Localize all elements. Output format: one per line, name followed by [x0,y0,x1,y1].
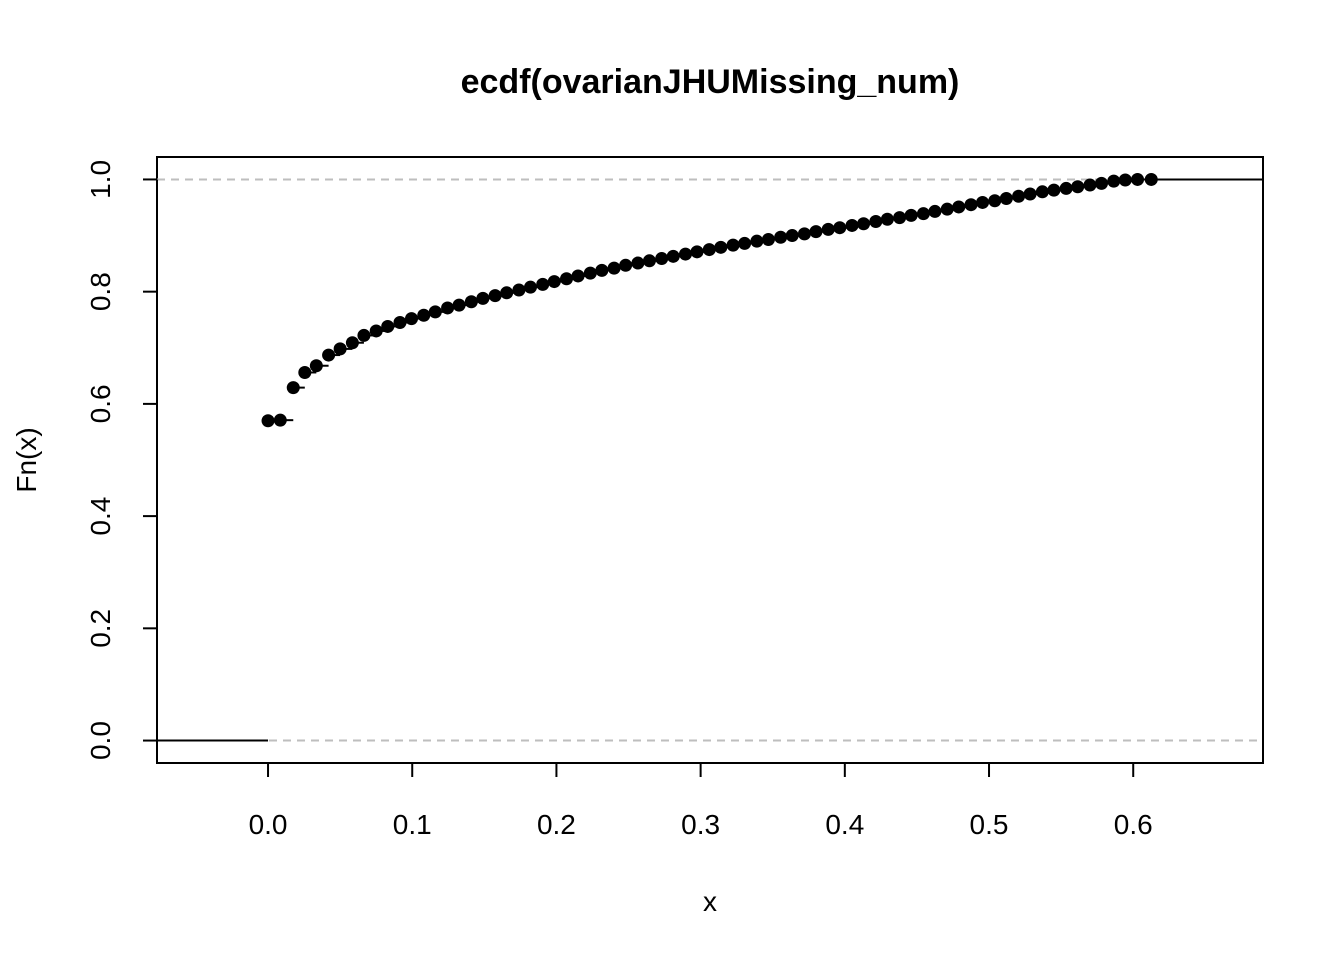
data-point [560,272,574,286]
data-point [595,263,609,277]
data-point [761,232,775,246]
data-point [607,261,621,275]
data-point [1107,174,1121,188]
data-point [940,202,954,216]
data-point [428,305,442,319]
step-segments [157,178,1263,742]
data-point [750,234,764,248]
data-point [785,229,799,243]
y-tick-label: 1.0 [85,160,116,199]
data-point [916,207,930,221]
data-point [1118,173,1132,187]
data-point [286,381,300,395]
data-point [904,208,918,222]
reference-lines [157,178,1263,742]
data-point [988,194,1002,208]
data-point [273,413,287,427]
data-point [322,348,336,362]
data-point [309,359,323,373]
data-point [523,280,537,294]
data-point [964,198,978,212]
x-tick-label: 0.6 [1114,809,1153,840]
data-point [1094,176,1108,190]
x-tick-label: 0.2 [537,809,576,840]
data-point [821,222,835,236]
data-point [631,256,645,270]
data-point [845,218,859,232]
y-tick-label: 0.4 [85,497,116,536]
data-point [642,254,656,268]
data-point [452,298,466,312]
data-point [869,215,883,229]
data-point [381,319,395,333]
data-point [928,204,942,218]
data-point [797,227,811,241]
data-point [702,243,716,257]
data-point [441,301,455,315]
data-point [774,230,788,244]
data-point [952,200,966,214]
data-point [1144,172,1158,186]
y-tick-label: 0.6 [85,384,116,423]
data-point [333,342,347,356]
data-point [678,247,692,261]
data-point [500,286,514,300]
data-point [1035,185,1049,199]
data-point [298,365,312,379]
data-point [999,192,1013,206]
data-point [880,212,894,226]
data-point [1083,178,1097,192]
data-point [1047,183,1061,197]
x-tick-label: 0.4 [825,809,864,840]
data-point [261,414,275,428]
y-axis-label: Fn(x) [11,427,42,492]
data-point [1023,187,1037,201]
data-point [857,217,871,231]
data-point [619,258,633,272]
data-point [393,316,407,330]
y-axis: 0.0 0.2 0.4 0.6 0.8 1.0 [85,160,158,760]
data-point [714,240,728,254]
data-point [547,275,561,289]
y-tick-label: 0.0 [85,721,116,760]
chart-title: ecdf(ovarianJHUMissing_num) [461,63,960,101]
data-points [261,172,1158,428]
data-point [809,225,823,239]
data-point [893,211,907,225]
y-tick-label: 0.2 [85,609,116,648]
data-point [1071,180,1085,194]
data-point [738,236,752,250]
data-point [1131,172,1145,186]
data-point [1012,189,1026,203]
x-tick-label: 0.1 [393,809,432,840]
data-point [476,291,490,305]
data-point [1059,181,1073,195]
data-point [512,283,526,297]
data-point [655,252,669,266]
data-point [726,238,740,252]
data-point [357,328,371,342]
y-tick-label: 0.8 [85,272,116,311]
x-tick-label: 0.3 [681,809,720,840]
data-point [464,295,478,309]
data-point [536,277,550,291]
data-point [583,266,597,280]
data-point [488,289,502,303]
data-point [833,221,847,235]
data-point [369,324,383,338]
data-point [976,195,990,209]
x-axis-label: x [703,886,717,917]
data-point [571,269,585,283]
data-point [405,312,419,326]
x-tick-label: 0.5 [970,809,1009,840]
data-point [417,308,431,322]
data-point [666,249,680,263]
x-tick-label: 0.0 [249,809,288,840]
data-point [690,245,704,259]
data-point [345,336,359,350]
x-axis: 0.0 0.1 0.2 0.3 0.4 0.5 0.6 [249,762,1153,840]
